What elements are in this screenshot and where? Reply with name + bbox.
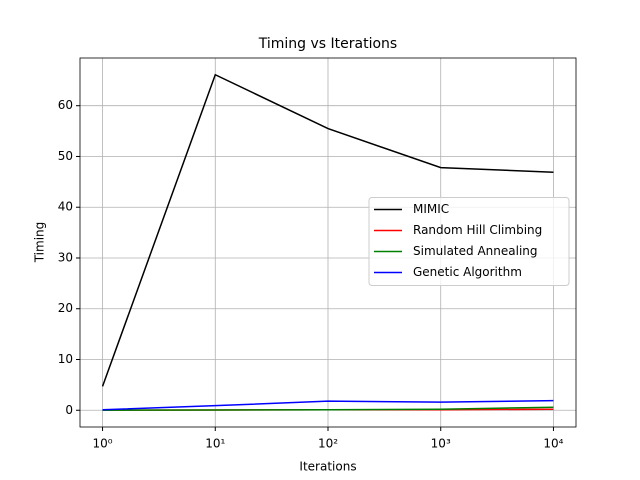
chart-title: Timing vs Iterations [258,36,397,52]
x-tick-label: 10⁰ [92,437,112,451]
x-tick-label: 10⁴ [543,437,563,451]
x-axis-label: Iterations [299,460,356,474]
legend-label: Random Hill Climbing [413,223,542,237]
legend-label: Genetic Algorithm [413,265,522,279]
y-axis-label: Timing [33,222,47,264]
legend-label: Simulated Annealing [413,244,538,258]
y-tick-label: 20 [58,301,73,315]
x-tick-label: 10² [318,437,338,451]
y-tick-label: 0 [65,403,73,417]
legend-label: MIMIC [413,202,449,216]
y-tick-label: 40 [58,200,73,214]
x-tick-label: 10³ [431,437,451,451]
line-series [101,73,554,387]
y-tick-label: 30 [58,250,73,264]
y-tick-label: 60 [58,98,73,112]
axes-frame [79,57,577,428]
y-tick-label: 10 [58,352,73,366]
legend-box [368,197,570,286]
y-tick-label: 50 [58,149,73,163]
line-series [102,406,554,411]
line-series [102,399,554,411]
x-tick-label: 10¹ [205,437,225,451]
